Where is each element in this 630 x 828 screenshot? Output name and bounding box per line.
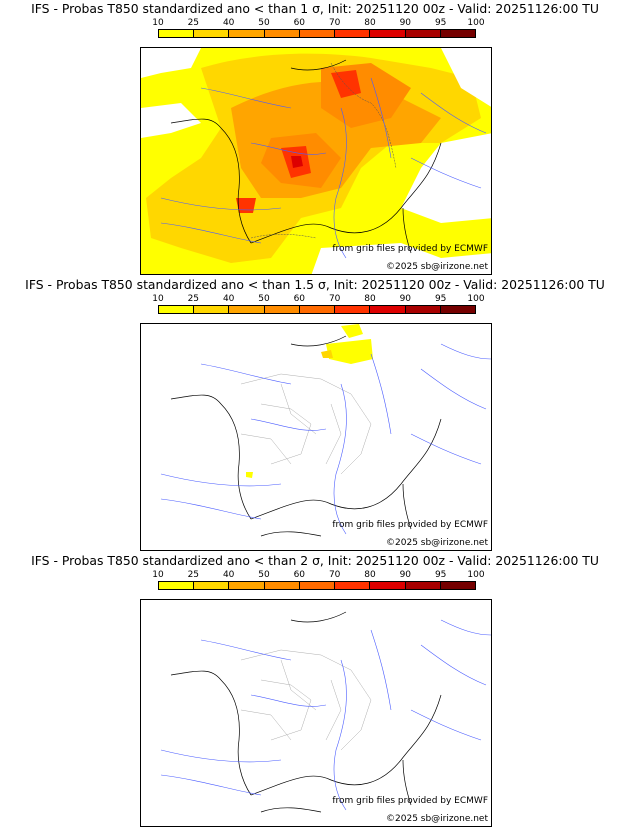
source-credit: from grib files provided by ECMWF <box>332 244 488 254</box>
colorbar-tick: 70 <box>328 570 341 580</box>
colorbar-swatch <box>405 582 441 589</box>
probability-map: from grib files provided by ECMWF ©2025 … <box>140 323 492 551</box>
colorbar-swatch <box>229 306 265 313</box>
colorbar-tick: 95 <box>434 570 447 580</box>
map-panel-1: IFS - Probas T850 standardized ano < tha… <box>0 0 630 276</box>
map-panel-3: IFS - Probas T850 standardized ano < tha… <box>0 552 630 828</box>
map-graphic <box>141 48 491 274</box>
colorbar-tick: 60 <box>293 18 306 28</box>
map-graphic <box>141 600 491 826</box>
colorbar-tick: 70 <box>328 18 341 28</box>
colorbar-swatch <box>159 306 195 313</box>
copyright-credit: ©2025 sb@irizone.net <box>386 538 488 548</box>
colorbar-swatch <box>405 306 441 313</box>
colorbar-tick: 25 <box>187 294 200 304</box>
colorbar-swatch <box>229 30 265 37</box>
colorbar-ticks: 10 25 40 50 60 70 80 90 95 100 <box>152 570 484 581</box>
colorbar-tick: 40 <box>222 18 235 28</box>
colorbar-ticks: 10 25 40 50 60 70 80 90 95 100 <box>152 294 484 305</box>
colorbar-swatch <box>264 30 300 37</box>
map-panel-2: IFS - Probas T850 standardized ano < tha… <box>0 276 630 552</box>
colorbar-tick: 90 <box>399 294 412 304</box>
colorbar-tick: 90 <box>399 18 412 28</box>
source-credit: from grib files provided by ECMWF <box>332 520 488 530</box>
colorbar-tick: 50 <box>258 18 270 28</box>
colorbar-tick: 100 <box>467 18 485 28</box>
colorbar-swatch <box>335 306 371 313</box>
colorbar-swatch <box>370 582 406 589</box>
colorbar-tick: 90 <box>399 570 412 580</box>
panel-title: IFS - Probas T850 standardized ano < tha… <box>25 277 605 292</box>
copyright-credit: ©2025 sb@irizone.net <box>386 814 488 824</box>
probability-map: from grib files provided by ECMWF ©2025 … <box>140 47 492 275</box>
colorbar <box>158 305 476 314</box>
colorbar <box>158 29 476 38</box>
colorbar-swatch <box>335 582 371 589</box>
map-graphic <box>141 324 491 550</box>
colorbar-swatch <box>440 582 475 589</box>
colorbar-tick: 100 <box>467 294 485 304</box>
colorbar-swatch <box>299 306 336 313</box>
colorbar-tick: 95 <box>434 18 447 28</box>
colorbar-swatch <box>159 582 195 589</box>
colorbar-tick: 80 <box>364 18 376 28</box>
colorbar-swatch <box>299 30 336 37</box>
colorbar-swatch <box>264 306 300 313</box>
colorbar-swatch <box>159 30 195 37</box>
colorbar-tick: 60 <box>293 570 306 580</box>
colorbar-swatch <box>194 30 230 37</box>
panel-title: IFS - Probas T850 standardized ano < tha… <box>31 1 599 16</box>
colorbar-swatch <box>370 30 406 37</box>
colorbar-tick: 95 <box>434 294 447 304</box>
probability-map: from grib files provided by ECMWF ©2025 … <box>140 599 492 827</box>
copyright-credit: ©2025 sb@irizone.net <box>386 262 488 272</box>
colorbar-tick: 10 <box>152 570 164 580</box>
colorbar-tick: 40 <box>222 570 235 580</box>
colorbar-tick: 50 <box>258 294 270 304</box>
colorbar-swatch <box>264 582 300 589</box>
colorbar-tick: 10 <box>152 18 164 28</box>
colorbar-tick: 100 <box>467 570 485 580</box>
colorbar-tick: 70 <box>328 294 341 304</box>
colorbar-swatch <box>440 30 475 37</box>
colorbar-tick: 60 <box>293 294 306 304</box>
colorbar-tick: 40 <box>222 294 235 304</box>
colorbar-tick: 80 <box>364 570 376 580</box>
colorbar-swatch <box>299 582 336 589</box>
colorbar-swatch <box>370 306 406 313</box>
colorbar-swatch <box>194 582 230 589</box>
colorbar-swatch <box>194 306 230 313</box>
colorbar-swatch <box>405 30 441 37</box>
colorbar-ticks: 10 25 40 50 60 70 80 90 95 100 <box>152 18 484 29</box>
source-credit: from grib files provided by ECMWF <box>332 796 488 806</box>
colorbar-swatch <box>440 306 475 313</box>
colorbar-tick: 50 <box>258 570 270 580</box>
colorbar <box>158 581 476 590</box>
panel-title: IFS - Probas T850 standardized ano < tha… <box>31 553 599 568</box>
colorbar-tick: 10 <box>152 294 164 304</box>
colorbar-tick: 25 <box>187 570 200 580</box>
colorbar-tick: 25 <box>187 18 200 28</box>
colorbar-swatch <box>335 30 371 37</box>
colorbar-tick: 80 <box>364 294 376 304</box>
colorbar-swatch <box>229 582 265 589</box>
